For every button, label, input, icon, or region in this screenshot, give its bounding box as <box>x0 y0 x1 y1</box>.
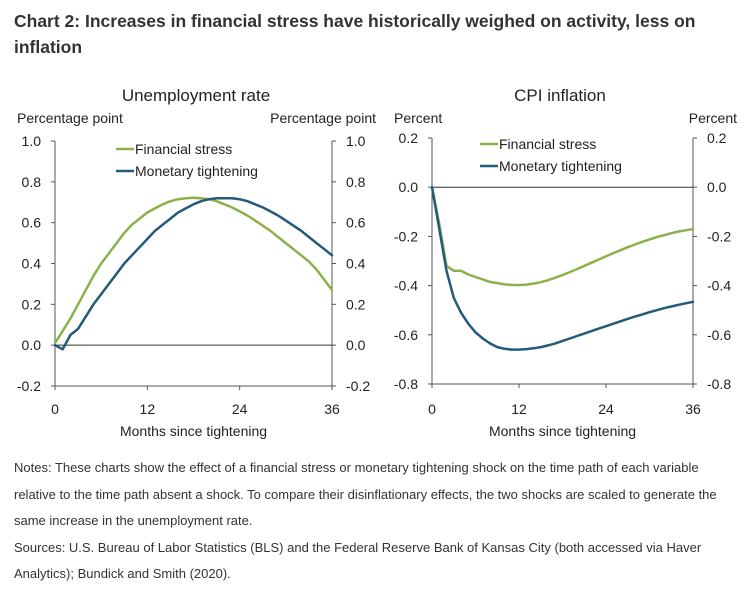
chart2-series-financial-stress <box>430 185 695 287</box>
chart1-ytick-label-right: -0.2 <box>346 378 370 394</box>
chart-title: Chart 2: Increases in financial stress h… <box>14 11 696 57</box>
chart1-ytick-label-left: 0.2 <box>22 296 42 312</box>
chart2-ytick-label-left: -0.2 <box>394 228 418 244</box>
chart1-ytick-label-right: 0.2 <box>346 296 366 312</box>
chart1-ytick-label-left: 0.8 <box>22 174 42 190</box>
chart1-ytick-label-right: 0.6 <box>346 215 366 231</box>
chart2-ytick-label-left: 0.0 <box>399 179 419 195</box>
notes-text: Notes: These charts show the effect of a… <box>14 460 717 528</box>
chart2-ytick-label-right: -0.6 <box>707 327 731 343</box>
chart2-legend-label: Monetary tightening <box>499 158 622 174</box>
chart1-xlabel: Months since tightening <box>120 423 267 439</box>
chart2-ytick-label-right: -0.4 <box>707 278 731 294</box>
chart1-title: Unemployment rate <box>122 86 270 105</box>
chart1-ytick-label-right: 0.0 <box>346 337 366 353</box>
sources-text: Sources: U.S. Bureau of Labor Statistics… <box>14 539 702 582</box>
chart1-series-monetary-tightening <box>53 196 334 351</box>
chart2-ytick-label-right: 0.2 <box>707 130 727 146</box>
chart1-xtick-label: 36 <box>324 401 340 417</box>
notes-block: Notes: These charts show the effect of a… <box>14 455 739 588</box>
chart2-ytick-label-left: 0.2 <box>399 130 419 146</box>
chart1-ytick-label-left: 0.4 <box>22 256 42 272</box>
chart2-ytick-label-right: -0.2 <box>707 228 731 244</box>
chart2-xtick-label: 0 <box>428 401 436 417</box>
chart1-ytick-label-right: 0.4 <box>346 256 366 272</box>
chart1-xtick-label: 0 <box>51 401 59 417</box>
chart1-xtick-label: 24 <box>232 401 248 417</box>
chart2-ytick-label-right: -0.8 <box>707 376 731 392</box>
chart2-xtick-label: 12 <box>511 401 527 417</box>
chart2-legend-label: Financial stress <box>499 136 596 152</box>
chart2-ytick-label-left: -0.4 <box>394 278 418 294</box>
chart1-ylabel-left: Percentage point <box>17 110 123 126</box>
chart2-ylabel-right: Percent <box>689 110 737 126</box>
chart1-ytick-label-left: 1.0 <box>22 133 42 149</box>
chart1-ytick-label-right: 1.0 <box>346 133 366 149</box>
chart1-ylabel-right: Percentage point <box>270 110 376 126</box>
chart1-ytick-label-left: 0.6 <box>22 215 42 231</box>
chart1-ytick-label-left: -0.2 <box>17 378 41 394</box>
chart1-ytick-label-right: 0.8 <box>346 174 366 190</box>
chart2-ytick-label-right: 0.0 <box>707 179 727 195</box>
chart2-ylabel-left: Percent <box>394 110 442 126</box>
chart2-title: CPI inflation <box>514 86 606 105</box>
chart2-xlabel: Months since tightening <box>489 423 636 439</box>
chart1-xtick-label: 12 <box>140 401 156 417</box>
chart1-series-financial-stress <box>53 196 334 345</box>
chart2-ytick-label-left: -0.8 <box>394 376 418 392</box>
chart2-xtick-label: 36 <box>685 401 701 417</box>
chart2-ytick-label-left: -0.6 <box>394 327 418 343</box>
chart1-legend-label: Financial stress <box>135 141 232 157</box>
chart2-xtick-label: 24 <box>598 401 614 417</box>
chart1-legend-label: Monetary tightening <box>135 163 258 179</box>
chart2-series-monetary-tightening <box>430 185 695 351</box>
chart1-ytick-label-left: 0.0 <box>22 337 42 353</box>
